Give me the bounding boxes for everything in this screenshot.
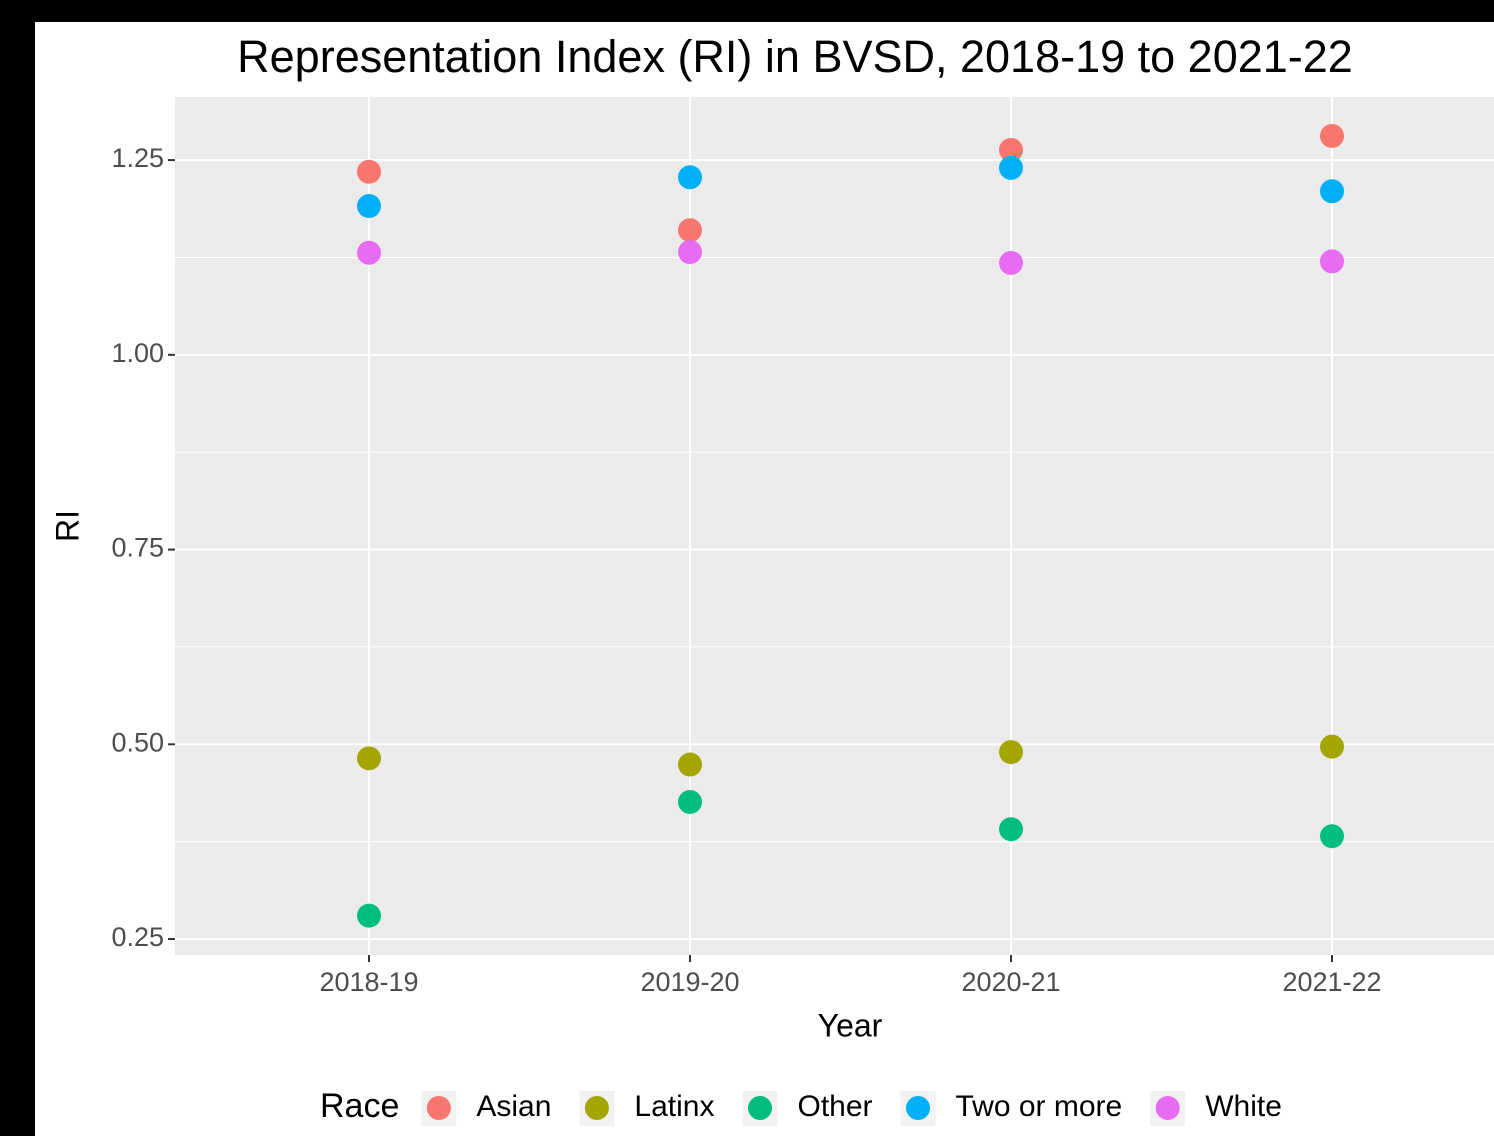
chart-title: Representation Index (RI) in BVSD, 2018-… bbox=[237, 31, 1353, 82]
y-tick-label: 0.50 bbox=[111, 727, 164, 757]
panel bbox=[175, 97, 1494, 955]
legend-marker bbox=[747, 1096, 772, 1120]
y-tick-label: 0.25 bbox=[111, 922, 164, 952]
y-tick-label: 0.75 bbox=[111, 533, 164, 563]
point bbox=[678, 752, 702, 777]
point bbox=[678, 240, 702, 265]
x-axis-title: Year bbox=[818, 1007, 883, 1043]
x-tick-label: 2020-21 bbox=[961, 967, 1060, 997]
point bbox=[357, 903, 381, 928]
legend-title: Race bbox=[320, 1087, 399, 1125]
legend-label: White bbox=[1205, 1090, 1282, 1123]
point bbox=[678, 165, 702, 190]
y-axis-title: RI bbox=[49, 510, 85, 542]
x-tick-label: 2019-20 bbox=[640, 967, 739, 997]
point bbox=[1320, 179, 1344, 204]
point bbox=[357, 746, 381, 771]
point bbox=[357, 194, 381, 219]
point bbox=[1320, 123, 1344, 148]
legend-label: Other bbox=[797, 1090, 872, 1123]
point bbox=[999, 817, 1023, 842]
legend-label: Latinx bbox=[634, 1090, 714, 1123]
legend-marker bbox=[584, 1096, 609, 1120]
point bbox=[999, 155, 1023, 180]
y-tick-label: 1.00 bbox=[111, 338, 164, 368]
x-tick-label: 2021-22 bbox=[1282, 967, 1381, 997]
legend-marker bbox=[1155, 1096, 1180, 1120]
point bbox=[678, 218, 702, 243]
point bbox=[999, 740, 1023, 765]
legend-marker bbox=[426, 1096, 451, 1120]
y-tick-label: 1.25 bbox=[111, 143, 164, 173]
legend-marker bbox=[906, 1096, 931, 1120]
point bbox=[999, 137, 1023, 162]
point bbox=[1320, 249, 1344, 274]
point bbox=[999, 250, 1023, 275]
legend-label: Two or more bbox=[956, 1090, 1123, 1123]
legend-label: Asian bbox=[476, 1090, 551, 1123]
point bbox=[1320, 824, 1344, 849]
point bbox=[1320, 734, 1344, 759]
point bbox=[357, 159, 381, 184]
x-tick-label: 2018-19 bbox=[319, 967, 418, 997]
point bbox=[678, 789, 702, 814]
point bbox=[357, 240, 381, 265]
